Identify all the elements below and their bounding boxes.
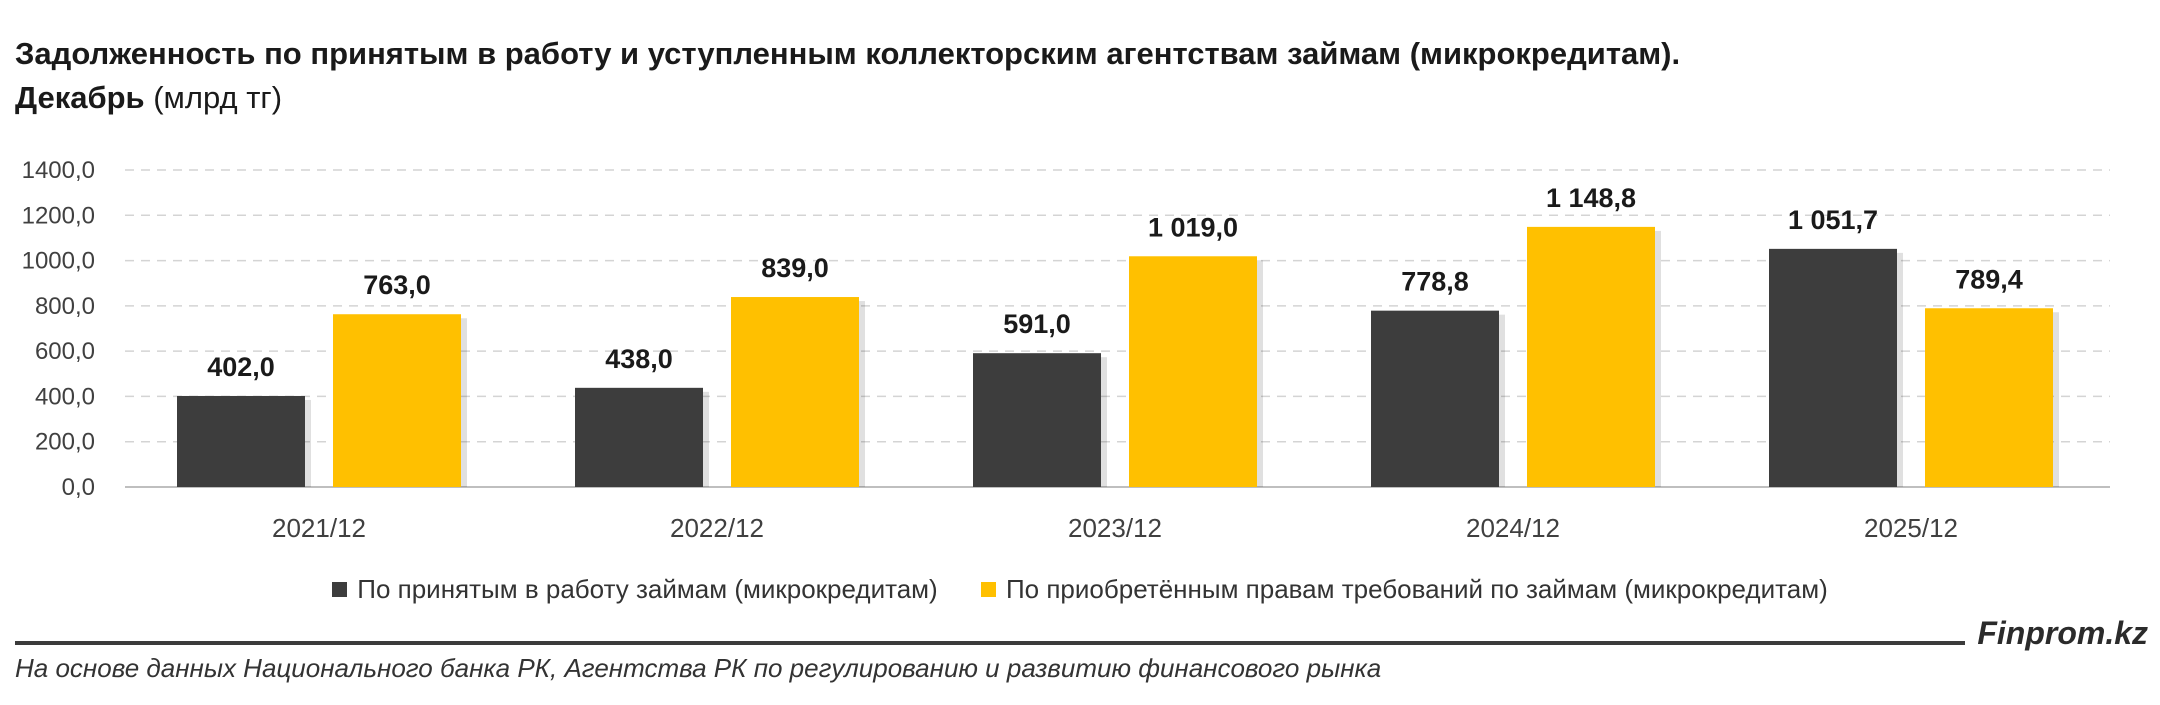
bar-series-1 <box>575 387 703 487</box>
bar-series-1 <box>177 395 305 487</box>
legend-item-series-2: По приобретённым правам требований по за… <box>980 574 1828 605</box>
y-tick-label: 400,0 <box>35 383 95 410</box>
legend-label-series-1: По принятым в работу займам (микрокредит… <box>357 574 938 604</box>
data-label: 402,0 <box>207 352 275 382</box>
legend-item-series-1: По принятым в работу займам (микрокредит… <box>332 574 938 605</box>
bar-series-2 <box>731 297 859 487</box>
bar-series-1 <box>1371 310 1499 487</box>
bar-chart: 0,0 200,0 400,0 600,0 800,0 1000,0 1200,0 1400,… <box>22 157 2110 543</box>
chart-title-main: Задолженность по принятым в работу и уст… <box>15 36 1681 71</box>
x-tick-label: 2022/12 <box>670 513 764 543</box>
data-label: 789,4 <box>1955 264 2023 294</box>
chart-title: Задолженность по принятым в работу и уст… <box>15 32 2135 120</box>
x-tick-label: 2025/12 <box>1864 513 1958 543</box>
data-label: 839,0 <box>761 253 829 283</box>
y-tick-label: 1200,0 <box>22 202 95 229</box>
chart-legend: По принятым в работу займам (микрокредит… <box>0 573 2160 605</box>
footer-divider <box>15 641 1965 645</box>
source-note: На основе данных Национального банка РК,… <box>15 653 1382 683</box>
legend-swatch-series-1 <box>332 582 348 597</box>
x-tick-label: 2024/12 <box>1466 513 1560 543</box>
chart-title-unit: (млрд тг) <box>153 80 283 115</box>
bar-series-2 <box>1129 256 1257 487</box>
y-tick-label: 800,0 <box>35 293 95 320</box>
bar-series-2 <box>333 314 461 487</box>
y-tick-label: 600,0 <box>35 338 95 365</box>
legend-label-series-2: По приобретённым правам требований по за… <box>1005 574 1828 604</box>
data-label: 1 051,7 <box>1788 205 1878 235</box>
y-tick-label: 1000,0 <box>22 248 95 275</box>
chart-title-sub: Декабрь (млрд тг) <box>15 76 2135 120</box>
data-label: 591,0 <box>1003 309 1071 339</box>
data-label: 763,0 <box>363 270 431 300</box>
bar-series-2 <box>1925 308 2053 487</box>
x-tick-label: 2021/12 <box>272 513 366 543</box>
y-tick-label: 200,0 <box>35 429 95 456</box>
bar-series-2 <box>1527 226 1655 488</box>
data-label: 438,0 <box>605 344 673 374</box>
chart-title-month: Декабрь <box>15 80 145 115</box>
data-label: 1 148,8 <box>1546 183 1636 213</box>
data-label: 778,8 <box>1401 267 1469 297</box>
x-tick-label: 2023/12 <box>1068 513 1162 543</box>
bar-series-1 <box>973 353 1101 487</box>
bar-series-1 <box>1769 248 1897 487</box>
data-label: 1 019,0 <box>1148 212 1238 242</box>
legend-swatch-series-2 <box>980 582 996 597</box>
y-tick-label: 0,0 <box>62 474 95 501</box>
brand-logo: Finprom.kz <box>1977 615 2148 651</box>
y-tick-label: 1400,0 <box>22 157 95 184</box>
